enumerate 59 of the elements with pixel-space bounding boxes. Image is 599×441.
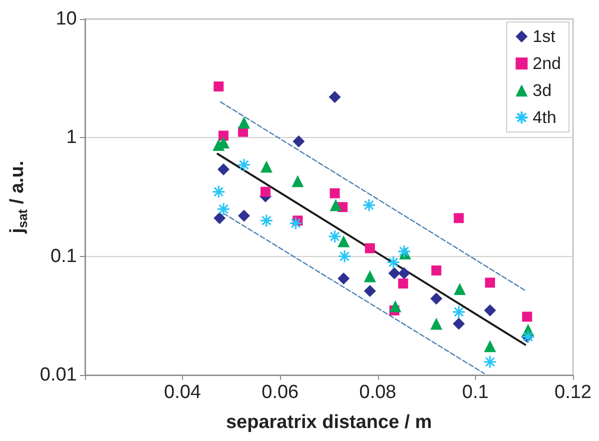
- point: [364, 243, 375, 254]
- x-tick-label: 0.1: [462, 382, 489, 403]
- point: [398, 267, 410, 280]
- point: [452, 318, 465, 330]
- point: [238, 116, 250, 129]
- point: [430, 318, 442, 330]
- point: [338, 250, 352, 264]
- y-tick-label: 0.1: [50, 246, 77, 267]
- point: [483, 355, 497, 369]
- point: [485, 278, 496, 288]
- point: [330, 188, 340, 198]
- point: [214, 212, 226, 224]
- point: [431, 265, 442, 276]
- point: [260, 160, 272, 173]
- point: [397, 244, 411, 258]
- point: [364, 270, 376, 282]
- point: [212, 184, 226, 199]
- legend-label: 2nd: [532, 54, 562, 73]
- point: [260, 186, 270, 197]
- legend-label: 1st: [532, 27, 556, 46]
- point: [218, 163, 230, 176]
- point: [484, 340, 496, 352]
- point: [330, 199, 342, 212]
- point: [328, 230, 342, 244]
- point: [388, 267, 400, 280]
- point: [364, 285, 376, 298]
- point: [484, 304, 496, 316]
- point: [292, 135, 305, 148]
- point: [522, 312, 532, 322]
- point: [216, 202, 230, 216]
- y-tick-label: 0.01: [40, 364, 77, 386]
- y-axis-title: jsat / a.u.: [7, 160, 30, 234]
- x-tick-label: 0.12: [554, 382, 592, 403]
- point: [328, 91, 341, 104]
- point: [430, 292, 442, 305]
- legend-label: 4th: [532, 108, 556, 127]
- x-axis-title: separatrix distance / m: [226, 412, 432, 433]
- point: [454, 213, 464, 224]
- point: [338, 272, 350, 285]
- point: [338, 235, 350, 248]
- x-tick-label: 0.06: [262, 382, 299, 403]
- point: [218, 130, 229, 141]
- point: [260, 214, 274, 228]
- point: [362, 198, 376, 212]
- x-tick-label: 0.04: [164, 382, 202, 403]
- legend-label: 3d: [532, 81, 552, 100]
- point: [288, 216, 303, 230]
- x-tick-label: 0.08: [359, 382, 396, 403]
- point: [452, 305, 466, 319]
- point: [214, 81, 224, 92]
- point: [386, 256, 400, 270]
- point: [292, 175, 304, 188]
- point: [389, 300, 402, 312]
- y-tick-label: 1: [66, 127, 77, 148]
- point: [454, 283, 466, 296]
- point: [237, 158, 251, 172]
- y-tick-label: 10: [56, 8, 77, 30]
- point: [398, 278, 408, 289]
- point: [238, 210, 250, 222]
